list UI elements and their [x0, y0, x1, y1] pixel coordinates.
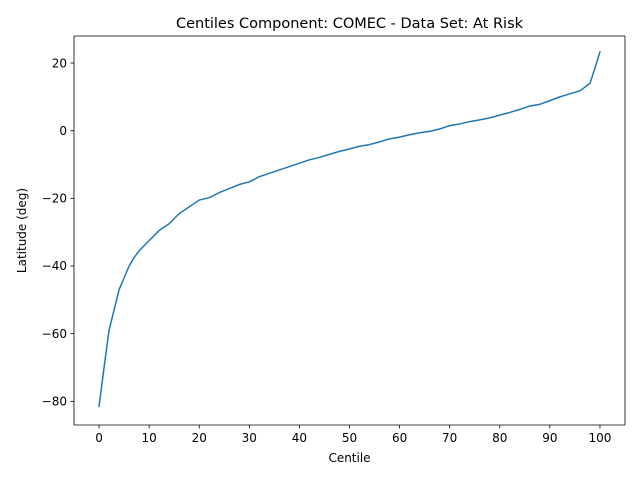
y-tick-label-0: 0	[59, 124, 67, 138]
y-tick-label-20: 20	[52, 56, 67, 70]
x-tick-label-50: 50	[342, 431, 357, 445]
x-tick-label-0: 0	[95, 431, 103, 445]
x-tick-label-10: 10	[141, 431, 156, 445]
x-tick-label-30: 30	[242, 431, 257, 445]
y-tick-label--40: −40	[42, 259, 67, 273]
x-tick-label-20: 20	[192, 431, 207, 445]
y-tick-label--80: −80	[42, 395, 67, 409]
x-tick-label-40: 40	[292, 431, 307, 445]
plot-area: 0 10 20 30 40 50 60 70 80 90 100 −80 −60 −40 −20 0 20	[42, 35, 626, 445]
chart-title: Centiles Component: COMEC - Data Set: At…	[176, 16, 524, 32]
y-tick-label--20: −20	[42, 192, 67, 206]
x-axis-label: Centile	[328, 451, 370, 465]
x-tick-label-100: 100	[589, 431, 612, 445]
x-tick-label-70: 70	[442, 431, 457, 445]
x-tick-label-90: 90	[542, 431, 557, 445]
x-tick-label-80: 80	[492, 431, 507, 445]
y-tick-label--60: −60	[42, 327, 67, 341]
series-line-0	[98, 50, 601, 408]
x-tick-label-60: 60	[392, 431, 407, 445]
y-axis-label: Latitude (deg)	[15, 188, 29, 273]
